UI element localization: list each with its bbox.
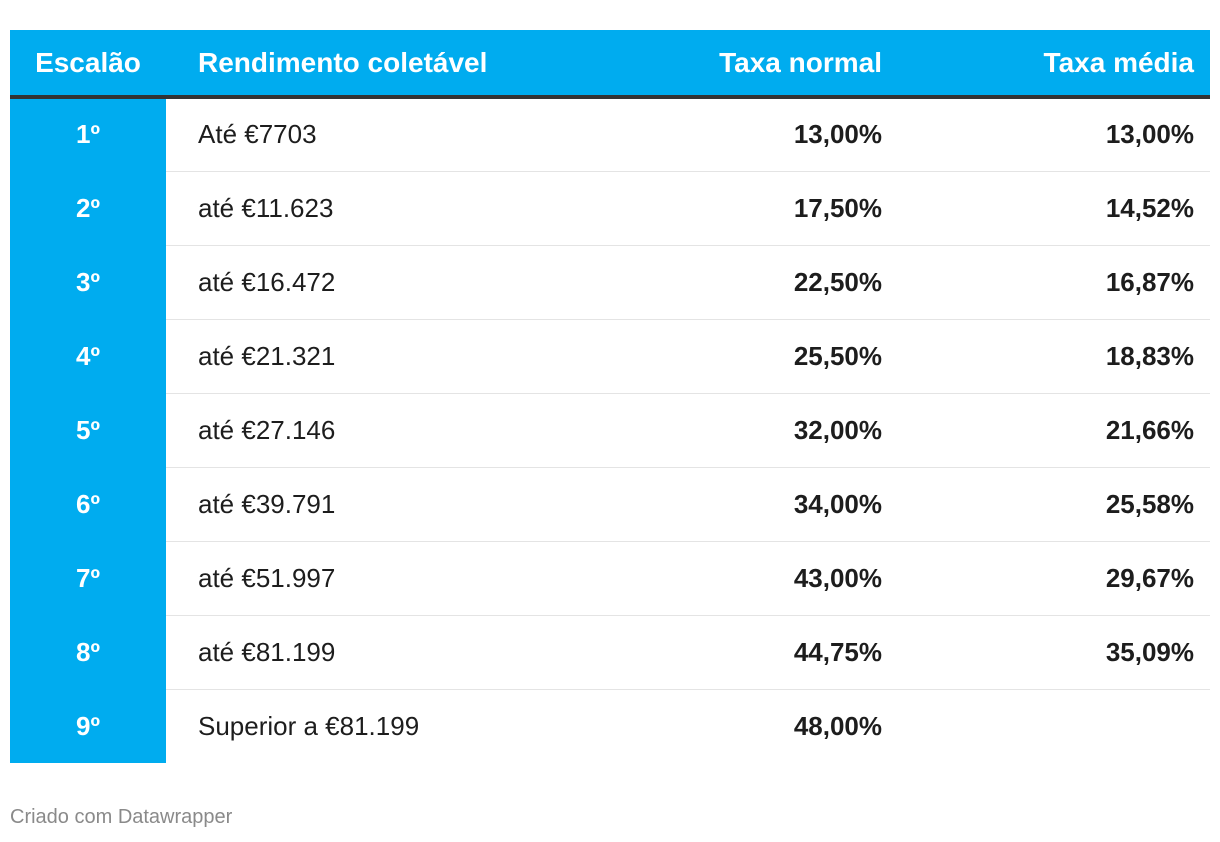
cell-rendimento: Superior a €81.199 bbox=[198, 710, 420, 741]
table-row: 8º até €81.199 44,75% 35,09% bbox=[10, 615, 1210, 690]
table-body: 1º Até €7703 13,00% 13,00% 2º até €11.623 17,5… bbox=[10, 97, 1210, 763]
header-rendimento: Rendimento coletável bbox=[166, 30, 574, 99]
cell-taxa-normal: 44,75% bbox=[574, 615, 882, 690]
cell-escalao: 5º bbox=[10, 393, 166, 468]
header-taxa-media: Taxa média bbox=[882, 30, 1210, 99]
cell-escalao: 7º bbox=[10, 541, 166, 616]
cell-escalao: 8º bbox=[10, 615, 166, 690]
table-row: 1º Até €7703 13,00% 13,00% bbox=[10, 97, 1210, 172]
table-row: 3º até €16.472 22,50% 16,87% bbox=[10, 245, 1210, 320]
table-row: 2º até €11.623 17,50% 14,52% bbox=[10, 171, 1210, 246]
header-row: Escalão Rendimento coletável Taxa normal… bbox=[10, 30, 1210, 99]
cell-taxa-normal: 22,50% bbox=[574, 245, 882, 320]
credit-footer: Criado com Datawrapper bbox=[10, 806, 233, 828]
cell-escalao: 9º bbox=[10, 689, 166, 763]
cell-taxa-normal: 32,00% bbox=[574, 393, 882, 468]
cell-taxa-normal: 17,50% bbox=[574, 171, 882, 246]
header-escalao: Escalão bbox=[10, 30, 166, 99]
table-row: 6º até €39.791 34,00% 25,58% bbox=[10, 467, 1210, 542]
table-row: 5º até €27.146 32,00% 21,66% bbox=[10, 393, 1210, 468]
cell-taxa-normal: 48,00% bbox=[793, 710, 882, 741]
cell-taxa-media: 29,67% bbox=[882, 541, 1210, 616]
cell-taxa-media: 25,58% bbox=[882, 467, 1210, 542]
cell-escalao: 6º bbox=[10, 467, 166, 542]
table-row: 4º até €21.321 25,50% 18,83% bbox=[10, 319, 1210, 394]
cell-rendimento: até €81.199 bbox=[166, 615, 574, 690]
cell-rendimento: Até €7703 bbox=[166, 97, 574, 172]
header-taxa-normal: Taxa normal bbox=[574, 30, 882, 99]
cell-rendimento: até €51.997 bbox=[166, 541, 574, 616]
cell-escalao: 3º bbox=[10, 245, 166, 320]
tax-brackets-table: Escalão Rendimento coletável Taxa normal… bbox=[10, 30, 1210, 763]
cell-rendimento: até €21.321 bbox=[166, 319, 574, 394]
table-row: 9º Superior a €81.199 48,00% bbox=[10, 689, 1210, 763]
cell-rendimento: até €11.623 bbox=[166, 171, 574, 246]
cell-taxa-normal: 43,00% bbox=[574, 541, 882, 616]
cell-escalao: 1º bbox=[10, 97, 166, 172]
cell-taxa-media: 35,09% bbox=[882, 615, 1210, 690]
cell-rendimento: até €39.791 bbox=[166, 467, 574, 542]
cell-taxa-media bbox=[882, 689, 1210, 763]
table-row: 7º até €51.997 43,00% 29,67% bbox=[10, 541, 1210, 616]
cell-taxa-media: 13,00% bbox=[882, 97, 1210, 172]
cell-taxa-normal: 34,00% bbox=[574, 467, 882, 542]
cell-escalao: 4º bbox=[10, 319, 166, 394]
cell-taxa-normal: 25,50% bbox=[574, 319, 882, 394]
table-header: Escalão Rendimento coletável Taxa normal… bbox=[10, 30, 1210, 99]
cell-taxa-media: 16,87% bbox=[882, 245, 1210, 320]
cell-rendimento: até €16.472 bbox=[166, 245, 574, 320]
cell-taxa-normal: 13,00% bbox=[574, 97, 882, 172]
cell-taxa-media: 18,83% bbox=[882, 319, 1210, 394]
cell-escalao: 2º bbox=[10, 171, 166, 246]
cell-rendimento: até €27.146 bbox=[166, 393, 574, 468]
cell-taxa-media: 21,66% bbox=[882, 393, 1210, 468]
table-container: Escalão Rendimento coletável Taxa normal… bbox=[10, 30, 1210, 763]
cell-taxa-media: 14,52% bbox=[882, 171, 1210, 246]
